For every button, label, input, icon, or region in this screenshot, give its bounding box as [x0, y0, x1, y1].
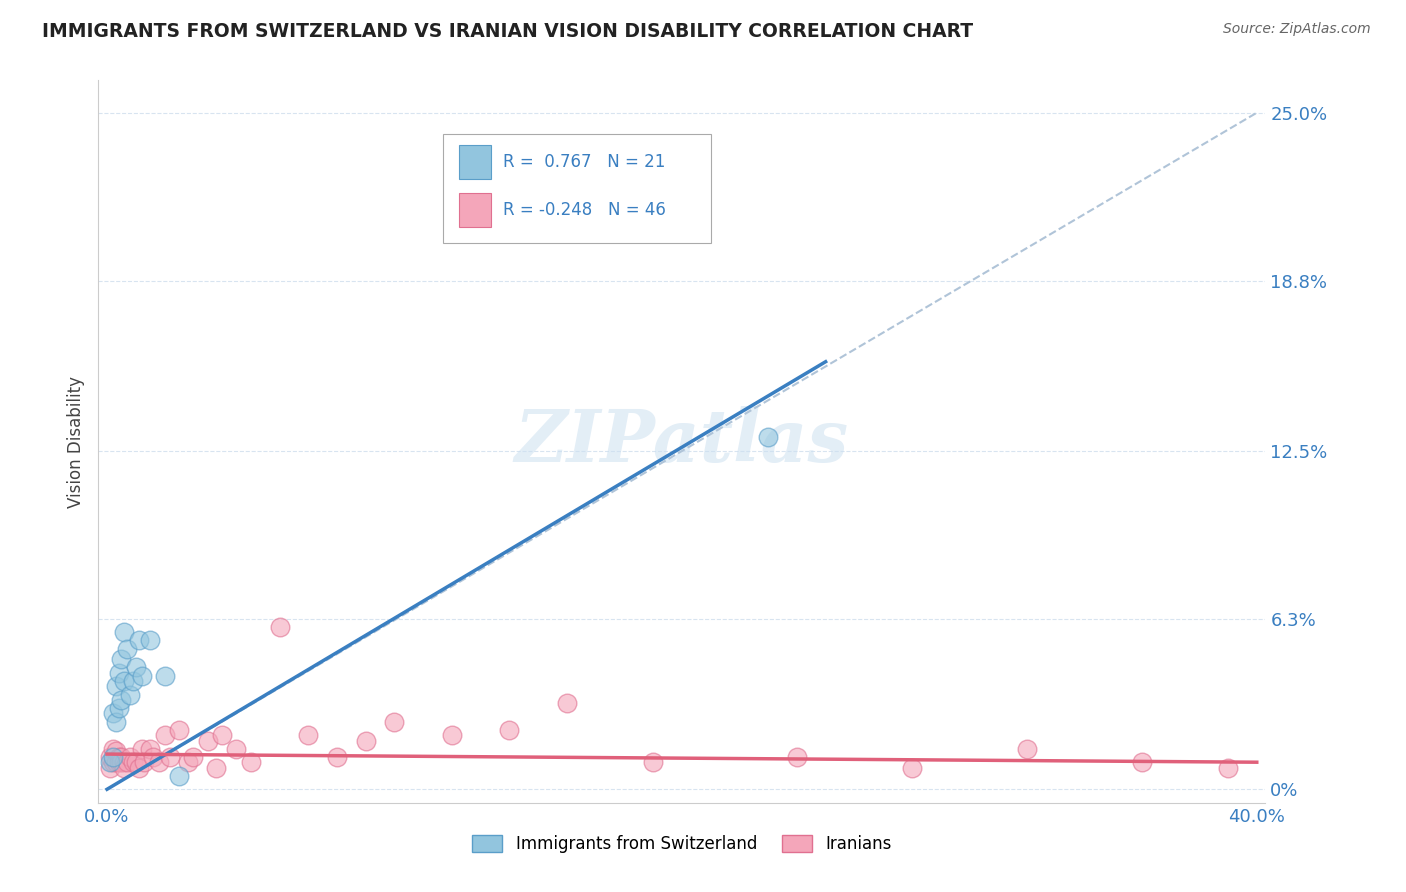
- Point: [125, 755, 148, 769]
- Point: [131, 668, 153, 682]
- Point: [153, 728, 176, 742]
- Point: [112, 761, 135, 775]
- Point: [134, 755, 156, 769]
- Point: [1015, 741, 1038, 756]
- Point: [107, 701, 129, 715]
- Point: [112, 755, 135, 769]
- Point: [118, 688, 141, 702]
- Point: [104, 755, 127, 769]
- Point: [1130, 755, 1153, 769]
- Point: [98, 755, 121, 769]
- Point: [112, 673, 135, 688]
- Point: [176, 755, 198, 769]
- Point: [139, 741, 162, 756]
- Point: [756, 430, 779, 444]
- Point: [643, 755, 665, 769]
- Point: [101, 741, 124, 756]
- Point: [148, 755, 170, 769]
- Text: R =  0.767   N = 21: R = 0.767 N = 21: [503, 153, 665, 170]
- Point: [122, 755, 145, 769]
- Point: [128, 761, 150, 775]
- Point: [98, 749, 121, 764]
- FancyBboxPatch shape: [458, 145, 491, 178]
- Point: [110, 652, 132, 666]
- Point: [181, 749, 204, 764]
- FancyBboxPatch shape: [458, 193, 491, 227]
- Legend: Immigrants from Switzerland, Iranians: Immigrants from Switzerland, Iranians: [465, 828, 898, 860]
- Point: [139, 633, 162, 648]
- Point: [104, 714, 127, 729]
- Point: [125, 660, 148, 674]
- Point: [122, 673, 145, 688]
- Point: [167, 723, 190, 737]
- FancyBboxPatch shape: [443, 135, 711, 243]
- Point: [498, 723, 520, 737]
- Text: IMMIGRANTS FROM SWITZERLAND VS IRANIAN VISION DISABILITY CORRELATION CHART: IMMIGRANTS FROM SWITZERLAND VS IRANIAN V…: [42, 22, 973, 41]
- Point: [98, 761, 121, 775]
- Point: [107, 749, 129, 764]
- Point: [239, 755, 262, 769]
- Point: [153, 668, 176, 682]
- Point: [901, 761, 924, 775]
- Y-axis label: Vision Disability: Vision Disability: [66, 376, 84, 508]
- Point: [110, 693, 132, 707]
- Text: ZIPatlas: ZIPatlas: [515, 406, 849, 477]
- Point: [205, 761, 228, 775]
- Point: [115, 755, 138, 769]
- Point: [142, 749, 165, 764]
- Point: [112, 625, 135, 640]
- Point: [101, 755, 124, 769]
- Point: [159, 749, 181, 764]
- Point: [131, 741, 153, 756]
- Point: [786, 749, 808, 764]
- Point: [110, 755, 132, 769]
- Point: [107, 755, 129, 769]
- Point: [1216, 761, 1239, 775]
- Point: [555, 696, 578, 710]
- Point: [115, 641, 138, 656]
- Text: Source: ZipAtlas.com: Source: ZipAtlas.com: [1223, 22, 1371, 37]
- Point: [269, 620, 291, 634]
- Point: [197, 733, 219, 747]
- Point: [101, 706, 124, 721]
- Point: [110, 749, 132, 764]
- Point: [128, 633, 150, 648]
- Point: [104, 680, 127, 694]
- Point: [297, 728, 319, 742]
- Point: [326, 749, 349, 764]
- Point: [440, 728, 463, 742]
- Point: [101, 749, 124, 764]
- Point: [107, 665, 129, 680]
- Text: R = -0.248   N = 46: R = -0.248 N = 46: [503, 201, 666, 219]
- Point: [211, 728, 233, 742]
- Point: [104, 744, 127, 758]
- Point: [384, 714, 406, 729]
- Point: [167, 769, 190, 783]
- Point: [225, 741, 247, 756]
- Point: [118, 749, 141, 764]
- Point: [354, 733, 377, 747]
